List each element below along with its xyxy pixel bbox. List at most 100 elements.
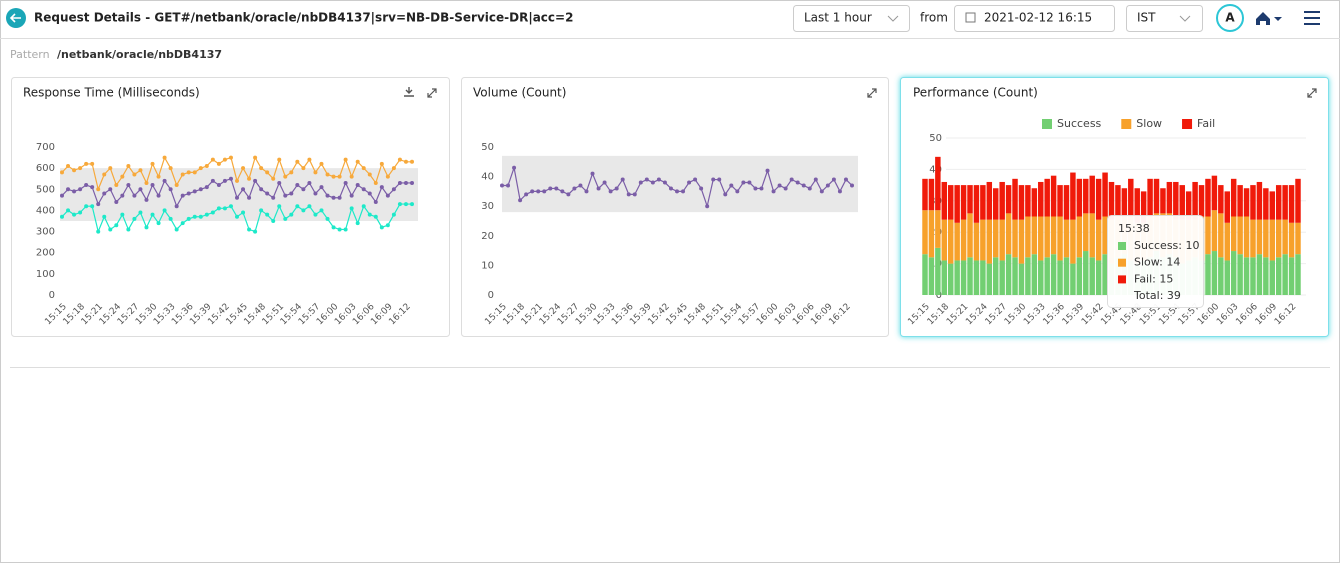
point <box>222 157 227 162</box>
point <box>210 210 215 215</box>
point <box>313 170 318 175</box>
bar-segment <box>1282 219 1288 255</box>
point <box>307 204 312 209</box>
point <box>132 216 137 221</box>
point <box>283 174 288 179</box>
range-select[interactable] <box>793 5 910 32</box>
point <box>228 204 233 209</box>
point <box>301 187 306 192</box>
point <box>108 187 113 192</box>
point <box>614 186 619 191</box>
date-input[interactable] <box>954 5 1115 32</box>
bar-segment <box>1121 188 1128 217</box>
expand-icon[interactable] <box>1307 88 1317 98</box>
bar-segment <box>1282 254 1288 295</box>
bar-segment <box>1128 178 1134 217</box>
point <box>78 210 83 215</box>
point <box>90 161 95 166</box>
point <box>735 189 740 194</box>
download-icon[interactable] <box>404 87 414 97</box>
bar-segment <box>973 260 980 295</box>
point <box>620 177 625 182</box>
y-tick-label: 400 <box>36 205 55 216</box>
timezone-select[interactable] <box>1126 5 1203 32</box>
bar-segment <box>967 185 973 214</box>
bar-segment <box>1256 181 1263 220</box>
point <box>186 216 191 221</box>
point <box>162 208 167 213</box>
point <box>590 171 595 176</box>
bar-segment <box>941 181 948 220</box>
bar-segment <box>1070 263 1076 295</box>
point <box>325 172 330 177</box>
bar-segment <box>941 260 948 295</box>
point <box>289 191 294 196</box>
bar-segment <box>1295 178 1301 223</box>
point <box>66 187 71 192</box>
point <box>759 186 764 191</box>
point <box>108 227 113 232</box>
point <box>542 189 547 194</box>
bar-segment <box>1237 254 1243 295</box>
bar-segment <box>928 178 935 211</box>
bar-segment <box>1025 216 1031 258</box>
point <box>295 159 300 164</box>
point <box>379 161 384 166</box>
bar-segment <box>1205 216 1211 255</box>
point <box>72 168 77 173</box>
bar-segment <box>1102 254 1108 295</box>
point <box>241 166 246 171</box>
point <box>162 178 167 183</box>
point <box>385 193 390 198</box>
point <box>693 177 698 182</box>
bar-segment <box>1083 178 1089 214</box>
point <box>253 155 258 160</box>
panel-title: Performance (Count) <box>913 86 1038 100</box>
bar-segment <box>986 263 993 295</box>
bar-segment <box>1243 188 1250 217</box>
bar-segment <box>1263 257 1269 295</box>
point <box>253 178 258 183</box>
bar-segment <box>1295 254 1301 295</box>
point <box>156 221 161 226</box>
point <box>60 193 64 198</box>
tooltip-item: Success: 10 <box>1134 239 1199 252</box>
expand-icon[interactable] <box>427 88 437 98</box>
bar-segment <box>1012 219 1018 258</box>
point <box>825 183 830 188</box>
bar-segment <box>1076 257 1083 295</box>
bar-segment <box>1134 188 1140 223</box>
bar-segment <box>1263 219 1269 258</box>
home-icon[interactable] <box>1256 12 1270 25</box>
bar-segment <box>1018 219 1025 264</box>
point <box>783 186 788 191</box>
avatar-letter: A <box>1225 11 1235 25</box>
tooltip-item: Fail: 15 <box>1134 272 1173 285</box>
bar-segment <box>1211 210 1218 252</box>
bar-segment <box>1275 257 1282 295</box>
bar-segment <box>1089 257 1095 295</box>
point <box>349 206 354 211</box>
avatar[interactable] <box>1216 4 1244 32</box>
bar-segment <box>1050 254 1057 295</box>
bar-segment <box>1089 213 1095 258</box>
bar-segment <box>1038 181 1044 217</box>
point <box>192 214 197 219</box>
menu-icon[interactable] <box>1304 11 1320 25</box>
point <box>150 212 155 217</box>
point <box>216 206 221 211</box>
bar-segment <box>1153 178 1160 214</box>
legend-swatch <box>1042 119 1052 129</box>
point <box>180 221 185 226</box>
bar-segment <box>1263 188 1269 220</box>
point <box>723 192 728 197</box>
expand-icon[interactable] <box>867 88 877 98</box>
point <box>235 195 239 200</box>
point <box>307 157 312 162</box>
point <box>192 170 197 175</box>
point <box>391 166 396 171</box>
point <box>349 193 354 198</box>
point <box>222 206 227 211</box>
point <box>367 172 372 177</box>
